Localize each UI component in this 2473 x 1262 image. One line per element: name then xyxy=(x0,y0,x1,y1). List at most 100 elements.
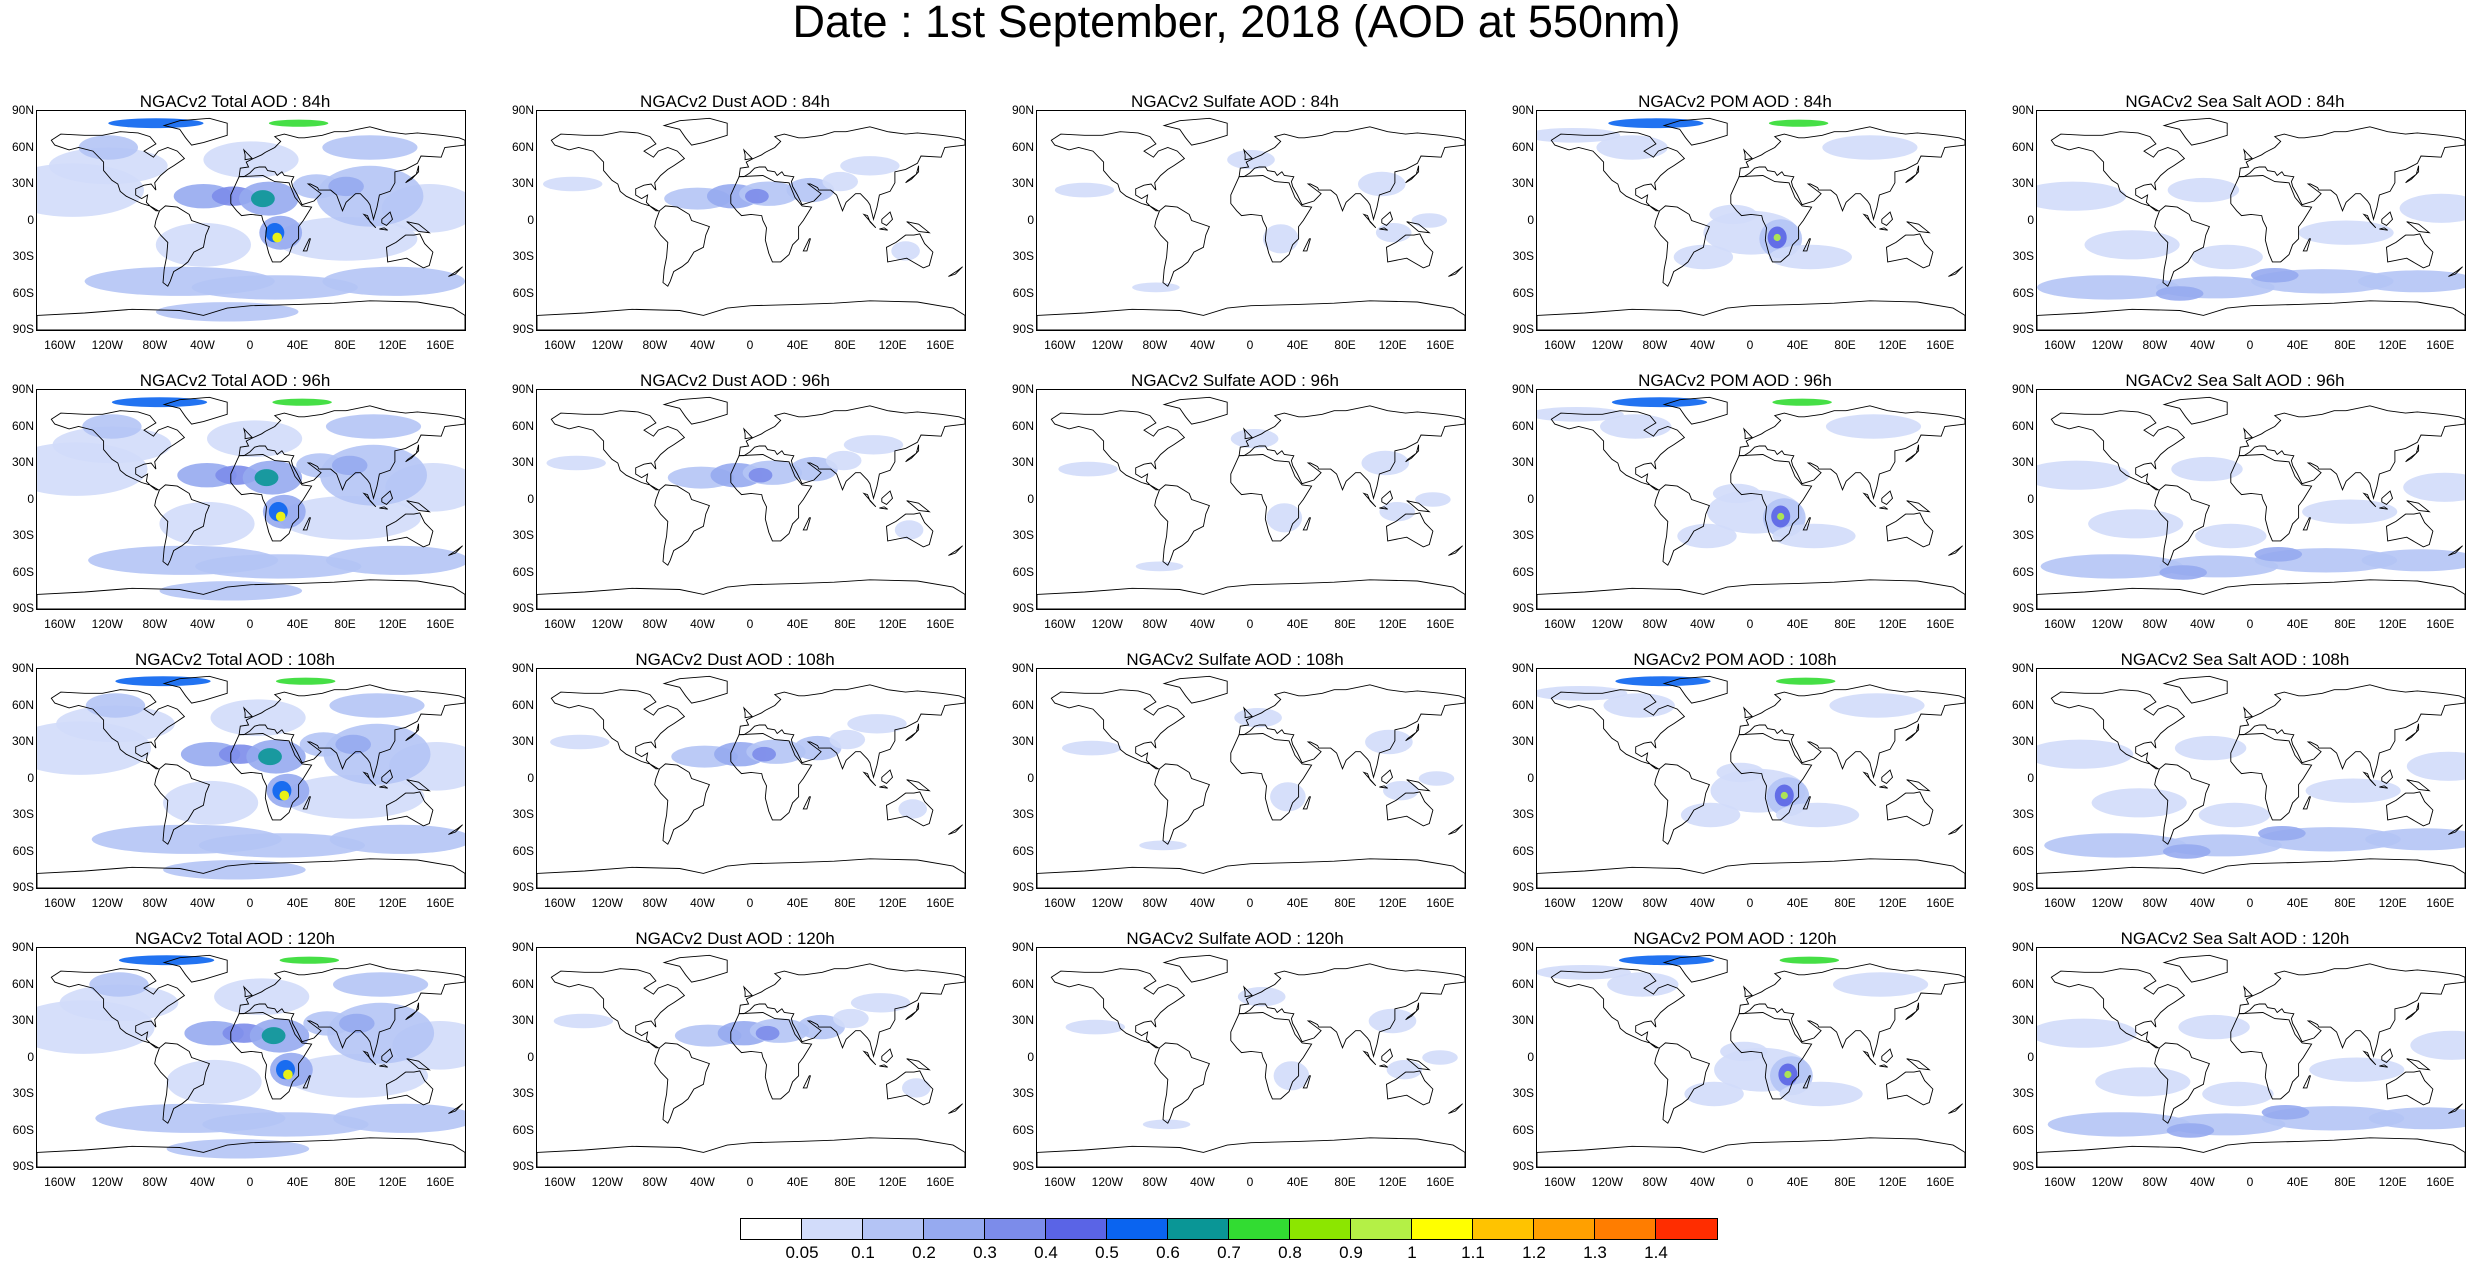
longitude-tick-label: 120E xyxy=(2378,617,2407,631)
coastline xyxy=(1243,706,1254,719)
panel-title: NGACv2 POM AOD : 108h xyxy=(1633,650,1837,669)
coastline xyxy=(550,410,686,491)
aod-contour-region xyxy=(59,984,179,1022)
coastline xyxy=(1362,213,1377,229)
map-panel-sulfate-120h: NGACv2 Sulfate AOD : 120h 90N 60N 30N 0 30S 60… xyxy=(1000,929,1470,1209)
aod-contour-region xyxy=(2251,268,2299,283)
coastline xyxy=(1406,1058,1431,1071)
longitude-tick-label: 80W xyxy=(142,617,168,631)
aod-contour-region xyxy=(331,455,368,476)
latitude-tick-label: 30S xyxy=(12,1086,34,1100)
aod-contour-region xyxy=(1379,502,1415,522)
map-plot xyxy=(1037,675,1465,888)
aod-contour-region xyxy=(2202,1081,2274,1107)
longitude-tick-label: 120W xyxy=(2091,617,2123,631)
longitude-tick-label: 80W xyxy=(2142,617,2168,631)
longitude-tick-label: 160W xyxy=(2044,617,2076,631)
coastline xyxy=(1448,545,1463,556)
aod-contour-region xyxy=(159,501,255,546)
panel-title: NGACv2 Dust AOD : 96h xyxy=(640,371,830,390)
aod-contour-region xyxy=(261,1027,286,1045)
coastline xyxy=(1302,1075,1311,1089)
coastline xyxy=(1730,1012,1813,1100)
longitude-tick-label: 40E xyxy=(1286,896,1309,910)
latitude-tick-label: 30S xyxy=(2012,249,2034,263)
coastline xyxy=(1238,405,1465,501)
map-plot xyxy=(1537,675,1965,888)
latitude-tick-label: 60S xyxy=(2012,1122,2034,1137)
aod-contour-region xyxy=(1709,204,1757,225)
longitude-tick-label: 120W xyxy=(1091,617,1123,631)
coastline xyxy=(2362,771,2377,787)
aod-contour-region xyxy=(1135,561,1184,572)
longitude-tick-label: 40W xyxy=(190,1175,215,1189)
coastline xyxy=(906,779,931,792)
longitude-tick-label: 120W xyxy=(591,896,623,910)
aod-contour-region xyxy=(251,190,275,208)
aod-contour-region xyxy=(825,450,862,471)
longitude-tick-label: 0 xyxy=(1246,1175,1254,1189)
longitude-tick-label: 0 xyxy=(1746,338,1754,352)
panel-title: NGACv2 Total AOD : 84h xyxy=(139,92,331,111)
coastline xyxy=(230,454,313,542)
longitude-tick-label: 40W xyxy=(1190,338,1215,352)
longitude-tick-label: 160E xyxy=(2426,617,2455,631)
longitude-tick-label: 40W xyxy=(1190,1175,1215,1189)
aod-contour-region xyxy=(1234,708,1282,728)
coastline xyxy=(1879,227,1888,231)
aod-contour-region xyxy=(198,833,366,858)
aod-contour-region xyxy=(1375,223,1412,243)
longitude-tick-label: 120W xyxy=(1591,896,1623,910)
world-map xyxy=(1536,389,1966,610)
coastline xyxy=(948,824,963,835)
coastline xyxy=(2238,405,2465,501)
coastline xyxy=(406,500,431,513)
coastline xyxy=(730,1012,813,1100)
coastline xyxy=(2362,492,2377,508)
longitude-tick-label: 120E xyxy=(1878,1175,1907,1189)
coastline xyxy=(448,266,463,277)
coastline xyxy=(2405,444,2420,463)
latitude-tick-label: 0 xyxy=(527,212,534,227)
aod-contour-region xyxy=(2358,270,2465,293)
panel-title: NGACv2 Sulfate AOD : 96h xyxy=(1131,371,1339,390)
aod-contour-region xyxy=(793,735,842,761)
longitude-tick-label: 80E xyxy=(334,617,356,631)
coastline xyxy=(243,427,254,440)
colorbar-swatch xyxy=(1107,1219,1168,1239)
latitude-tick-label: 90S xyxy=(1012,880,1034,894)
aod-contour-region xyxy=(2195,523,2267,549)
longitude-tick-label: 40E xyxy=(786,338,809,352)
latitude-tick-label: 30N xyxy=(1511,734,1534,748)
map-panel-dust-96h: NGACv2 Dust AOD : 96h 90N 60N 30N 0 30S 60S 90S… xyxy=(500,371,970,651)
longitude-tick-label: 80E xyxy=(334,896,356,910)
latitude-tick-label: 90N xyxy=(511,940,534,954)
aod-contour-region xyxy=(52,426,172,464)
map-plot xyxy=(37,117,465,330)
coastline xyxy=(2037,579,2465,609)
longitude-tick-label: 160W xyxy=(544,1175,576,1189)
coastline xyxy=(2362,1050,2377,1066)
latitude-tick-label: 90N xyxy=(2011,103,2034,117)
coastline xyxy=(1738,126,1965,222)
aod-contour-region xyxy=(2037,275,2180,300)
longitude-tick-label: 40W xyxy=(2190,617,2215,631)
aod-contour-region xyxy=(1784,1070,1792,1079)
coastline xyxy=(1654,1042,1711,1124)
coastline xyxy=(881,769,894,784)
panel-title: NGACv2 Dust AOD : 84h xyxy=(640,92,830,111)
latitude-tick-label: 90S xyxy=(12,322,34,336)
coastline xyxy=(537,1137,965,1167)
coastline xyxy=(448,545,463,556)
world-map xyxy=(36,110,466,331)
aod-contour-region xyxy=(891,241,920,261)
latitude-tick-label: 0 xyxy=(2027,1049,2034,1064)
aod-contour-region xyxy=(543,176,603,192)
coastline xyxy=(1886,791,1934,827)
coastline xyxy=(2405,165,2420,184)
coastline xyxy=(405,165,420,184)
colorbar-tick-label: 0.2 xyxy=(912,1243,936,1262)
coastline xyxy=(1537,300,1965,330)
latitude-tick-label: 0 xyxy=(2027,770,2034,785)
latitude-tick-label: 30S xyxy=(12,249,34,263)
